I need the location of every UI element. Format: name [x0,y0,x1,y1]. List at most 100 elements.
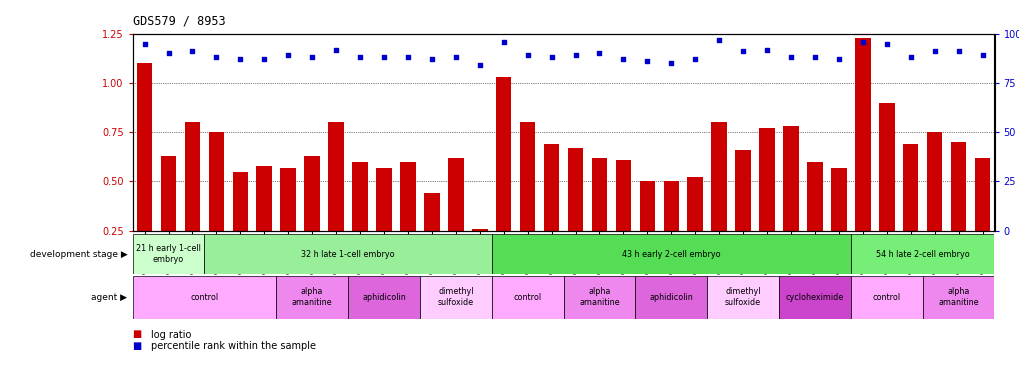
Bar [779,276,850,319]
Point [662,60,679,66]
Bar [974,158,989,280]
Point [877,40,894,46]
Bar [280,168,296,280]
Bar [491,276,564,319]
Bar [276,276,347,319]
Point [543,54,559,60]
Text: aphidicolin: aphidicolin [649,292,693,302]
Bar [710,122,727,280]
Point [973,53,989,58]
Text: dimethyl
sulfoxide: dimethyl sulfoxide [725,288,760,307]
Point [471,62,487,68]
Bar [615,160,631,280]
Bar [137,63,152,280]
Text: alpha
amanitine: alpha amanitine [291,288,332,307]
Text: agent ▶: agent ▶ [92,292,127,302]
Point [710,37,727,43]
Point [447,54,464,60]
Bar [304,156,320,280]
Bar [806,162,822,280]
Bar [543,144,558,280]
Text: 32 h late 1-cell embryo: 32 h late 1-cell embryo [301,250,394,259]
Point [328,46,344,53]
Bar [568,148,583,280]
Point [925,48,942,54]
Point [854,39,870,45]
Bar [184,122,200,280]
Bar [376,168,391,280]
Bar [878,103,894,280]
Point [232,56,249,62]
Bar [639,182,654,280]
Text: ■: ■ [132,341,142,351]
Bar [926,132,942,280]
Text: percentile rank within the sample: percentile rank within the sample [151,341,316,351]
Point [687,56,703,62]
Bar [495,77,511,280]
Bar [735,150,750,280]
Bar [447,158,464,280]
Bar [902,144,917,280]
Text: cycloheximide: cycloheximide [785,292,844,302]
Bar [161,156,176,280]
Point [735,48,751,54]
Bar [520,122,535,280]
Text: 43 h early 2-cell embryo: 43 h early 2-cell embryo [622,250,719,259]
Point [160,51,176,57]
Point [137,40,153,46]
Point [567,53,583,58]
Text: alpha
amanitine: alpha amanitine [937,288,978,307]
Bar [783,126,798,280]
Point [208,54,224,60]
Text: control: control [872,292,900,302]
Point [758,46,774,53]
Point [399,54,416,60]
Text: control: control [514,292,541,302]
Bar [328,122,343,280]
Point [280,53,297,58]
Text: dimethyl
sulfoxide: dimethyl sulfoxide [437,288,474,307]
Bar [132,234,204,274]
Bar [424,193,439,280]
Bar [347,276,420,319]
Bar [830,168,846,280]
Bar [950,142,965,280]
Text: control: control [191,292,218,302]
Bar [399,162,416,280]
Point [902,54,918,60]
Point [639,58,655,64]
Bar [922,276,994,319]
Bar [472,229,487,280]
Point [950,48,966,54]
Bar [850,276,922,319]
Point [352,54,368,60]
Bar [204,234,491,274]
Text: alpha
amanitine: alpha amanitine [579,288,620,307]
Bar [850,234,994,274]
Point [184,48,201,54]
Point [591,51,607,57]
Point [806,54,822,60]
Text: ■: ■ [132,330,142,339]
Bar [491,234,850,274]
Bar [662,182,679,280]
Bar [591,158,606,280]
Point [423,56,439,62]
Point [519,53,535,58]
Bar [420,276,491,319]
Point [304,54,320,60]
Text: GDS579 / 8953: GDS579 / 8953 [132,15,225,28]
Point [614,56,631,62]
Text: 54 h late 2-cell embryo: 54 h late 2-cell embryo [875,250,969,259]
Bar [635,276,706,319]
Text: aphidicolin: aphidicolin [362,292,406,302]
Point [256,56,272,62]
Point [495,39,512,45]
Point [829,56,846,62]
Bar [758,128,774,280]
Bar [564,276,635,319]
Bar [256,166,272,280]
Text: development stage ▶: development stage ▶ [30,250,127,259]
Bar [687,177,702,280]
Point [375,54,391,60]
